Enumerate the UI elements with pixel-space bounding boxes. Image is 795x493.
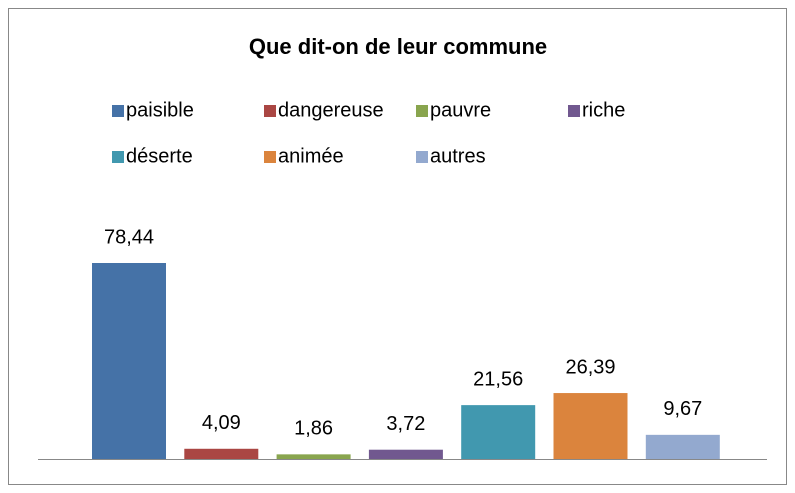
legend-swatch [416,105,428,117]
data-label: 26,39 [565,356,615,378]
data-label: 78,44 [104,226,154,248]
legend-label: autres [430,145,486,167]
legend-swatch [264,151,276,163]
legend-swatch [112,151,124,163]
legend-swatch [112,105,124,117]
bar [184,448,259,459]
legend-label: animée [278,145,344,167]
bar [645,434,720,459]
data-label: 21,56 [473,368,523,390]
bar [92,263,166,459]
legend-label: dangereuse [278,99,384,121]
bar [553,393,628,459]
data-label: 3,72 [386,413,425,435]
legend-swatch [416,151,428,163]
bar [461,405,536,459]
legend-label: paisible [126,99,194,121]
data-label: 9,67 [663,398,702,420]
bar [368,449,443,459]
bar [276,454,351,459]
legend-label: déserte [126,145,193,167]
legend-swatch [568,105,580,117]
data-label: 1,86 [294,418,333,440]
legend-swatch [264,105,276,117]
legend-label: riche [582,99,625,121]
chart-title: Que dit-on de leur commune [249,34,547,59]
data-label: 4,09 [202,412,241,434]
legend-label: pauvre [430,99,491,121]
